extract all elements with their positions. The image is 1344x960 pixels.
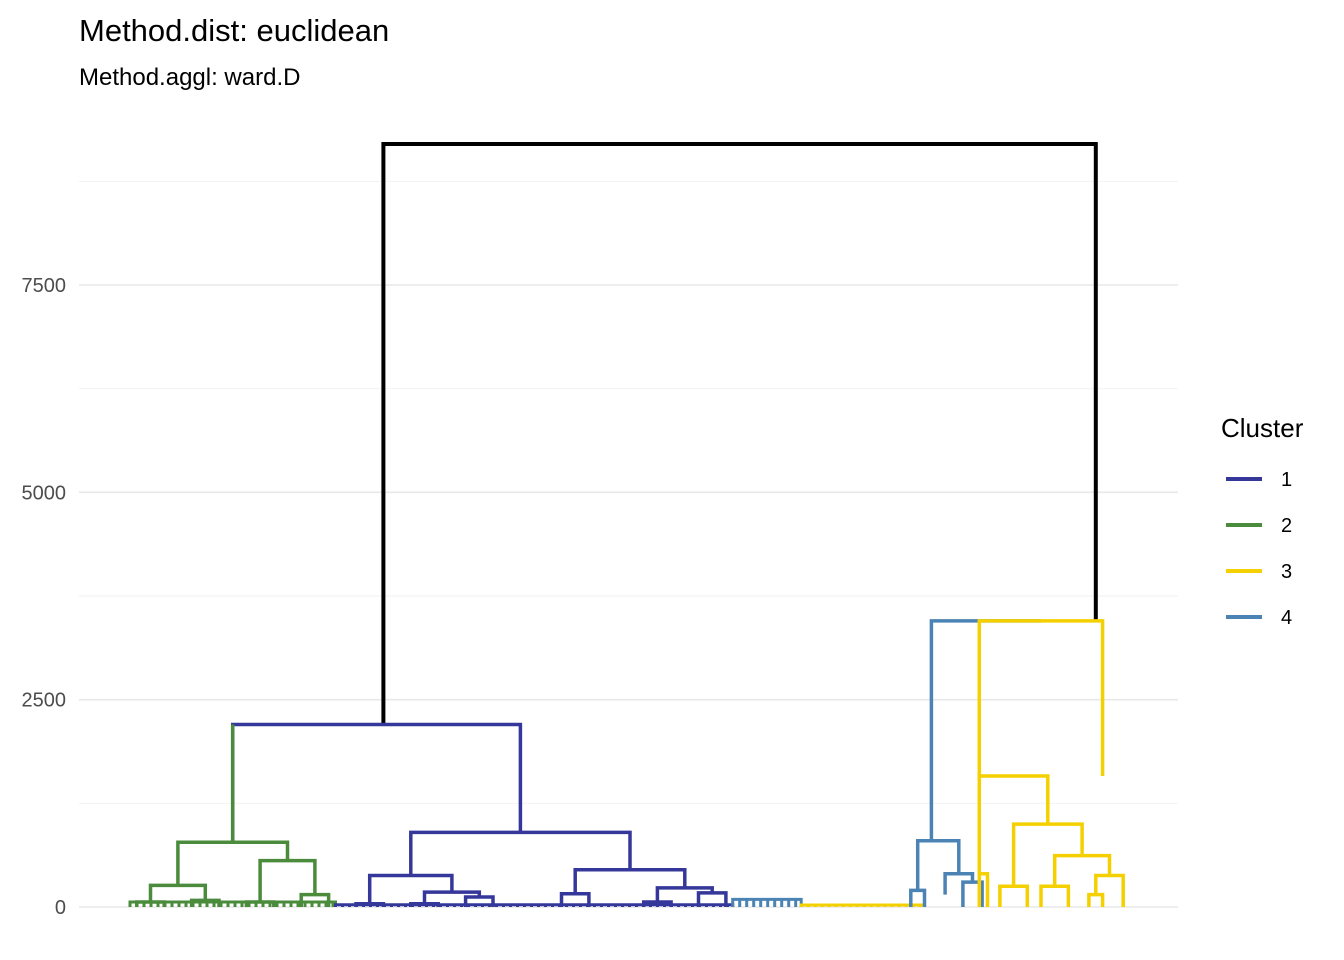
dendrogram-branch xyxy=(998,884,1030,907)
dendrogram-branch xyxy=(244,900,276,907)
dendrogram-branch xyxy=(909,888,927,907)
dendrogram-branch xyxy=(409,830,632,876)
dendrogram-branch xyxy=(148,883,208,902)
leaf-branches xyxy=(799,903,926,907)
dendrogram-branch xyxy=(1039,884,1071,907)
dendrogram-branch xyxy=(943,872,975,895)
legend: Cluster 1 2 3 4 xyxy=(1221,413,1304,629)
dendrogram-branch xyxy=(422,890,482,904)
y-tick-label: 0 xyxy=(55,897,66,919)
y-tick-label: 7500 xyxy=(22,275,67,297)
leaf-branches xyxy=(731,897,803,907)
dendrogram-branch xyxy=(559,891,591,907)
dendrogram-branch xyxy=(135,900,166,907)
legend-label: 1 xyxy=(1281,469,1292,491)
dendrogram-branch xyxy=(189,898,221,907)
legend-title: Cluster xyxy=(1221,413,1304,443)
dendrogram-branch xyxy=(961,880,984,907)
dendrogram-branch xyxy=(299,892,331,907)
y-axis-ticks: 0 2500 5000 7500 xyxy=(22,275,67,919)
legend-label: 4 xyxy=(1281,607,1292,629)
dendrogram-branch xyxy=(1052,853,1112,887)
dendrogram-branch xyxy=(230,722,523,843)
chart-subtitle: Method.aggl: ward.D xyxy=(79,64,300,91)
dendrogram-branches xyxy=(128,142,1125,907)
dendrogram-branch xyxy=(1087,892,1105,907)
dendrogram-branch xyxy=(409,901,440,907)
dendrogram-branch xyxy=(655,886,714,902)
dendrogram-branch xyxy=(641,900,673,907)
dendrogram-branch xyxy=(915,838,961,891)
dendrogram-branch xyxy=(176,840,290,886)
y-tick-label: 2500 xyxy=(22,690,67,712)
dendrogram-branch xyxy=(367,873,454,904)
dendrogram-branch xyxy=(977,774,1050,874)
dendrogram-branch xyxy=(1011,822,1084,887)
y-tick-label: 5000 xyxy=(22,482,67,504)
dendrogram-branch xyxy=(258,858,317,902)
chart-title: Method.dist: euclidean xyxy=(79,13,389,48)
grid-lines xyxy=(79,180,1178,908)
dendrogram-branch xyxy=(573,867,687,894)
dendrogram-branch xyxy=(1094,873,1125,907)
dendrogram-branch xyxy=(696,891,728,907)
legend-label: 3 xyxy=(1281,561,1292,583)
dendrogram-branch xyxy=(977,619,1105,776)
dendrogram-branch xyxy=(463,895,495,907)
dendrogram-branch xyxy=(354,901,386,907)
legend-label: 2 xyxy=(1281,515,1292,537)
dendrogram-branch xyxy=(977,872,990,907)
dendrogram-branch xyxy=(929,619,1041,841)
dendrogram-branch xyxy=(381,142,1098,725)
